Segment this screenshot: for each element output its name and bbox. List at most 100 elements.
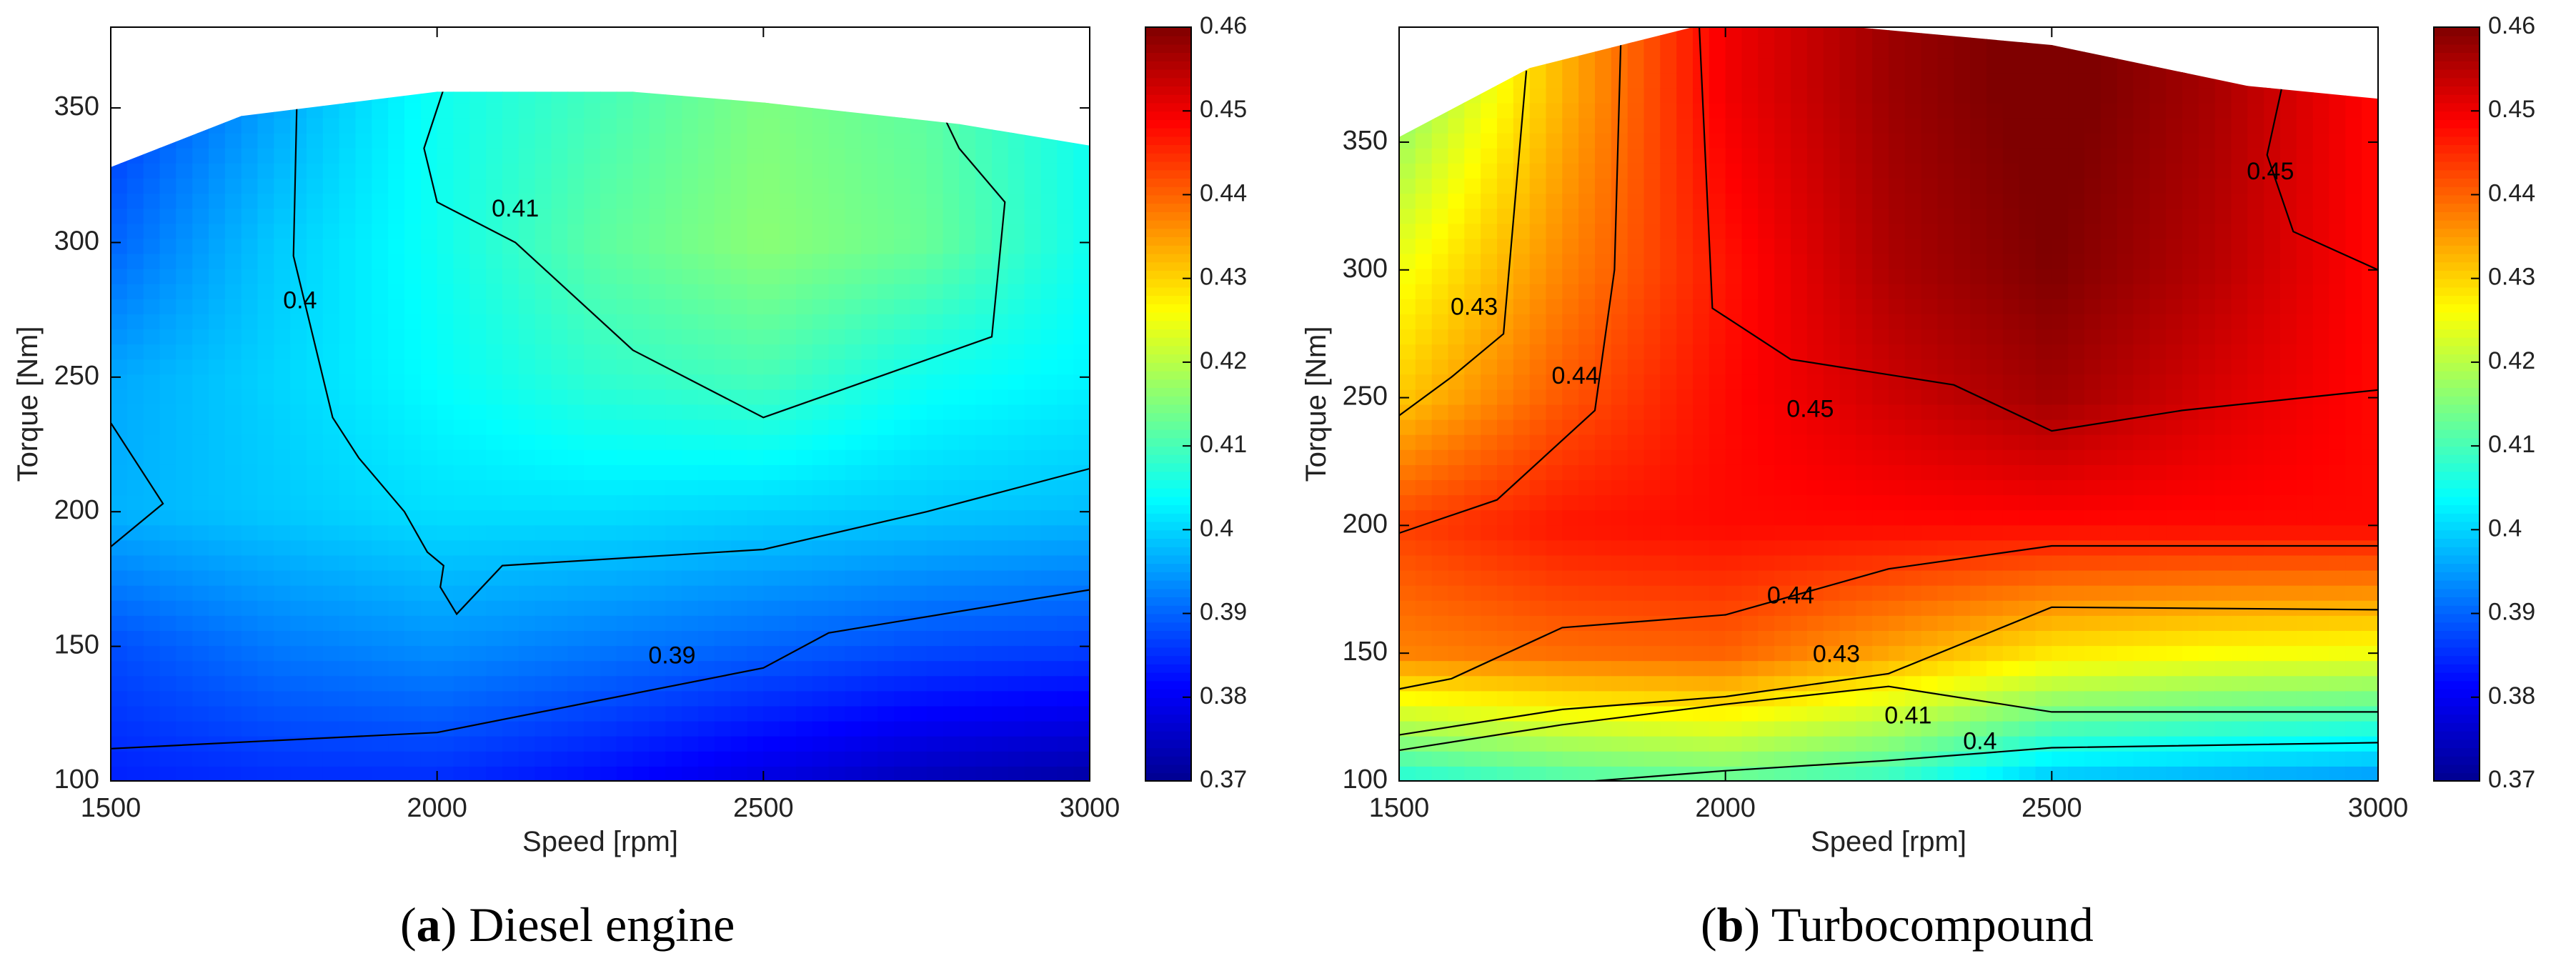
field-cell xyxy=(812,630,830,647)
field-cell xyxy=(796,102,813,119)
field-cell xyxy=(1758,614,1776,631)
field-cell xyxy=(1578,389,1596,405)
field-cell xyxy=(126,720,144,737)
field-cell xyxy=(1040,494,1058,511)
field-cell xyxy=(616,178,634,194)
field-cell xyxy=(1448,645,1466,662)
field-cell xyxy=(567,750,585,767)
field-cell xyxy=(404,42,422,58)
field-cell xyxy=(975,645,993,662)
field-cell xyxy=(274,27,291,43)
field-cell xyxy=(339,419,357,435)
field-cell xyxy=(567,509,585,526)
field-cell xyxy=(192,193,209,209)
field-cell xyxy=(322,374,340,390)
field-cell xyxy=(1904,72,1922,89)
field-cell xyxy=(126,735,144,752)
field-cell xyxy=(486,660,503,677)
field-cell xyxy=(730,645,748,662)
field-cell xyxy=(616,238,634,254)
field-cell xyxy=(975,690,993,707)
field-cell xyxy=(682,660,699,677)
field-cell xyxy=(1546,449,1563,465)
field-cell xyxy=(861,162,879,179)
field-cell xyxy=(1595,449,1612,465)
field-cell xyxy=(160,72,177,88)
field-cell xyxy=(339,374,357,390)
field-cell xyxy=(877,178,895,194)
field-cell xyxy=(355,630,373,647)
field-cell xyxy=(241,193,259,209)
field-cell xyxy=(1643,630,1661,647)
field-cell xyxy=(1921,494,1939,511)
field-cell xyxy=(453,208,471,224)
field-cell xyxy=(1448,614,1466,631)
field-cell xyxy=(632,374,650,390)
field-cell xyxy=(257,344,275,360)
field-cell xyxy=(1937,298,1955,314)
field-cell xyxy=(1970,554,1987,571)
field-cell xyxy=(176,132,194,149)
field-cell xyxy=(551,494,569,511)
field-cell xyxy=(1431,569,1449,586)
field-cell xyxy=(1741,27,1759,44)
field-cell xyxy=(307,27,324,43)
field-cell xyxy=(1872,690,1889,707)
field-cell xyxy=(307,584,324,601)
field-cell xyxy=(1693,223,1710,239)
colorbar-segment xyxy=(1145,571,1191,581)
field-cell xyxy=(1986,449,2004,465)
field-cell xyxy=(274,449,292,465)
field-cell xyxy=(388,193,405,209)
field-cell xyxy=(159,630,177,647)
field-cell xyxy=(534,404,552,420)
field-cell xyxy=(1839,313,1857,329)
field-cell xyxy=(1627,419,1645,435)
field-cell xyxy=(845,464,862,480)
field-cell xyxy=(584,57,601,73)
field-cell xyxy=(1008,91,1025,104)
field-cell xyxy=(404,208,422,224)
field-cell xyxy=(992,42,1009,58)
field-cell xyxy=(551,434,569,450)
field-cell xyxy=(143,238,161,254)
field-cell xyxy=(159,329,177,345)
field-cell xyxy=(861,735,879,752)
field-cell xyxy=(224,464,242,480)
field-cell xyxy=(257,614,275,631)
field-cell xyxy=(534,223,552,239)
field-cell xyxy=(1693,539,1710,556)
field-cell xyxy=(1513,162,1531,179)
field-cell xyxy=(1562,675,1580,692)
field-cell xyxy=(420,344,438,360)
field-cell xyxy=(632,675,650,692)
field-cell xyxy=(828,313,846,329)
field-cell xyxy=(274,464,292,480)
field-cell xyxy=(111,690,128,707)
field-cell xyxy=(1415,614,1433,631)
field-cell xyxy=(877,735,895,752)
field-cell xyxy=(322,554,340,571)
field-cell xyxy=(1889,750,1906,767)
field-cell xyxy=(437,449,454,465)
field-cell xyxy=(1057,660,1075,677)
field-cell xyxy=(274,720,292,737)
field-cell xyxy=(780,690,797,707)
field-cell xyxy=(1741,584,1759,601)
field-cell xyxy=(1791,645,1808,662)
field-cell xyxy=(355,253,373,269)
field-cell xyxy=(780,268,797,284)
field-cell xyxy=(730,147,748,164)
field-cell xyxy=(1057,329,1075,345)
field-cell xyxy=(1415,117,1433,134)
field-cell xyxy=(1839,660,1857,677)
field-cell xyxy=(747,298,765,314)
field-cell xyxy=(877,389,895,405)
field-cell xyxy=(209,554,226,571)
field-cell xyxy=(1481,389,1498,405)
field-cell xyxy=(812,72,830,88)
field-cell xyxy=(649,569,667,586)
field-cell xyxy=(1709,87,1726,104)
field-cell xyxy=(126,554,144,571)
field-cell xyxy=(241,253,259,269)
